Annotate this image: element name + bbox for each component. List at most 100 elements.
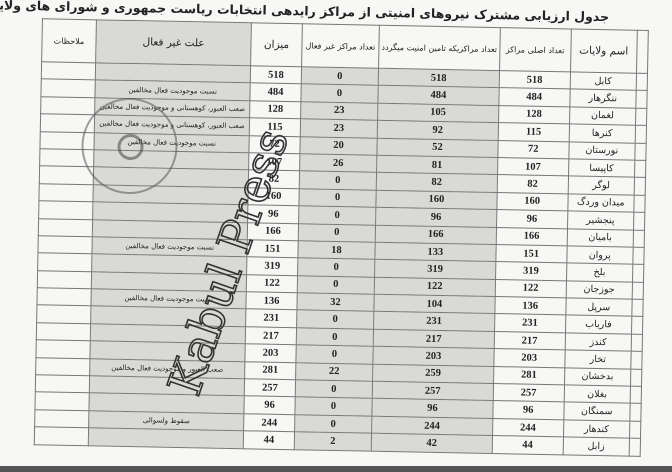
header-province: اسم ولایات bbox=[570, 28, 638, 74]
row-index bbox=[635, 73, 648, 91]
row-index bbox=[632, 229, 645, 248]
original-centers-cell: 160 bbox=[496, 192, 568, 212]
original-centers-cell: 319 bbox=[495, 261, 567, 281]
inactive-centers-cell: 18 bbox=[297, 240, 376, 260]
total-cell: 244 bbox=[243, 413, 295, 432]
inactive-centers-cell: 0 bbox=[295, 379, 373, 399]
secured-centers-cell: 104 bbox=[373, 294, 495, 314]
total-cell: 257 bbox=[244, 378, 296, 398]
original-centers-cell: 166 bbox=[495, 227, 568, 246]
total-cell: 518 bbox=[250, 65, 302, 85]
header-remarks: ملاحظات bbox=[41, 18, 97, 63]
remarks-cell bbox=[39, 166, 94, 185]
inactive-centers-cell: 0 bbox=[294, 414, 372, 434]
header-inactive-reason: علت غیر فعال bbox=[95, 19, 252, 66]
secured-centers-cell: 96 bbox=[375, 207, 497, 228]
original-centers-cell: 257 bbox=[492, 383, 565, 403]
row-index bbox=[632, 264, 644, 283]
original-centers-cell: 136 bbox=[494, 296, 566, 316]
remarks-cell bbox=[34, 409, 89, 428]
province-cell: سمنگان bbox=[563, 402, 630, 421]
original-centers-cell: 217 bbox=[493, 331, 566, 351]
original-centers-cell: 484 bbox=[498, 87, 570, 107]
row-index bbox=[635, 90, 648, 109]
inactive-centers-cell: 26 bbox=[299, 153, 377, 173]
row-index bbox=[632, 247, 645, 265]
original-centers-cell: 518 bbox=[498, 70, 571, 90]
row-index bbox=[634, 160, 646, 178]
remarks-cell bbox=[38, 200, 93, 220]
original-centers-cell: 107 bbox=[497, 157, 569, 177]
province-cell: فاریاب bbox=[565, 315, 632, 335]
remarks-cell bbox=[40, 79, 96, 98]
row-index bbox=[629, 386, 642, 404]
remarks-cell bbox=[37, 270, 92, 289]
original-centers-cell: 244 bbox=[492, 418, 564, 438]
original-centers-cell: 96 bbox=[492, 400, 564, 420]
inactive-centers-cell: 0 bbox=[299, 171, 377, 190]
remarks-cell bbox=[41, 61, 96, 81]
row-index bbox=[634, 125, 647, 143]
province-cell: کابل bbox=[569, 71, 637, 91]
original-centers-cell: 203 bbox=[493, 348, 565, 368]
total-cell: 136 bbox=[246, 291, 298, 311]
total-cell: 281 bbox=[244, 361, 296, 380]
province-cell: نورستان bbox=[568, 141, 635, 161]
province-cell: کاپیسا bbox=[568, 158, 635, 178]
row-index bbox=[629, 403, 642, 422]
row-index bbox=[630, 351, 643, 370]
row-index bbox=[630, 334, 643, 352]
row-index bbox=[635, 107, 647, 126]
header-total: میزان bbox=[250, 22, 303, 67]
remarks-cell bbox=[35, 339, 91, 359]
inactive-centers-cell: 0 bbox=[296, 310, 374, 330]
scan-edge bbox=[0, 466, 672, 472]
remarks-cell bbox=[35, 374, 90, 394]
inactive-centers-cell: 0 bbox=[301, 66, 379, 86]
inactive-centers-cell: 23 bbox=[300, 118, 378, 138]
original-centers-cell: 128 bbox=[498, 105, 570, 125]
remarks-cell bbox=[35, 357, 90, 376]
remarks-cell bbox=[36, 287, 92, 307]
original-centers-cell: 82 bbox=[496, 174, 569, 194]
inactive-centers-cell: 23 bbox=[300, 101, 378, 121]
province-cell: بامیان bbox=[566, 228, 634, 248]
remarks-cell bbox=[37, 253, 92, 272]
secured-centers-cell: 92 bbox=[377, 120, 499, 141]
province-cell: لغمان bbox=[569, 106, 636, 126]
inactive-centers-cell: 20 bbox=[299, 136, 378, 156]
inactive-centers-cell: 0 bbox=[297, 275, 375, 295]
inactive-centers-cell: 2 bbox=[294, 431, 372, 451]
total-cell: 44 bbox=[243, 430, 295, 450]
total-cell: 217 bbox=[245, 326, 297, 345]
province-cell: ننگرهار bbox=[569, 89, 636, 108]
inactive-centers-cell: 0 bbox=[294, 397, 373, 417]
row-index bbox=[633, 212, 645, 230]
secured-centers-cell: 122 bbox=[374, 276, 496, 297]
total-cell: 122 bbox=[246, 274, 298, 293]
province-cell: کندز bbox=[564, 332, 632, 352]
document-sheet: جدول ارزیابی مشترک نیروهای امنیتی از مرا… bbox=[0, 0, 650, 458]
header-inactive-centers: تعداد مراکز غیر فعال bbox=[301, 23, 380, 69]
province-cell: کنرها bbox=[568, 124, 636, 143]
total-cell: 203 bbox=[245, 344, 297, 363]
original-centers-cell: 281 bbox=[493, 366, 565, 385]
secured-centers-cell: 259 bbox=[372, 363, 494, 384]
header-index bbox=[636, 30, 649, 74]
inactive-centers-cell: 0 bbox=[298, 223, 376, 243]
remarks-cell bbox=[34, 426, 89, 446]
row-index bbox=[631, 299, 644, 317]
inactive-centers-cell: 0 bbox=[295, 344, 374, 364]
header-secured-centers: تعداد مراکزیکه تامین امنیت میگردد bbox=[378, 25, 500, 71]
original-centers-cell: 96 bbox=[496, 209, 568, 229]
original-centers-cell: 122 bbox=[494, 279, 567, 298]
inactive-centers-cell: 0 bbox=[296, 327, 374, 347]
original-centers-cell: 151 bbox=[495, 244, 567, 264]
remarks-cell bbox=[38, 218, 93, 237]
original-centers-cell: 72 bbox=[497, 140, 569, 159]
row-index bbox=[630, 368, 642, 387]
total-cell: 484 bbox=[250, 83, 302, 102]
inactive-reason-cell bbox=[88, 427, 244, 449]
province-cell: بدخشان bbox=[564, 367, 631, 387]
